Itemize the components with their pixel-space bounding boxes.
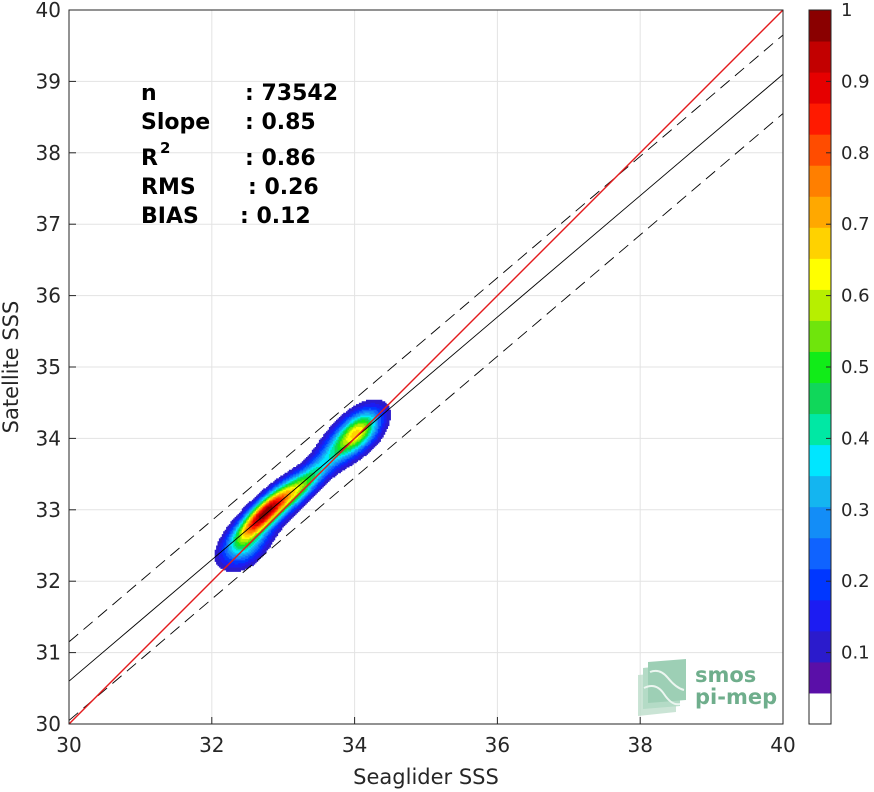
logo-line2: pi-mep [695, 685, 777, 709]
x-tick-label-3: 36 [485, 733, 510, 757]
y-tick-label-1: 31 [36, 641, 61, 665]
colorbar-tick-label-1: 0.2 [841, 571, 870, 592]
stat-r2-value: : 0.86 [245, 146, 316, 171]
density-band-20 [253, 501, 280, 527]
y-tick-label-9: 39 [36, 69, 61, 93]
colorbar-segment-6 [809, 506, 831, 539]
colorbar-segment-9 [809, 413, 831, 446]
colorbar-segment-19 [809, 103, 831, 135]
colorbar-tick-label-2: 0.3 [841, 500, 870, 521]
stat-n-label: n [141, 81, 157, 106]
colorbar-tick-label-0: 0.1 [841, 643, 870, 664]
y-tick-label-7: 37 [36, 212, 61, 236]
fit-lower-band-line [69, 113, 783, 721]
stat-rms-label: RMS [141, 175, 196, 200]
stat-bias-value: : 0.12 [240, 204, 311, 229]
colorbar-tick-label-9: 1 [841, 0, 852, 21]
colorbar-segment-21 [809, 41, 831, 73]
y-axis-ticks: 30 31 32 33 34 35 36 37 38 39 40 [36, 0, 76, 736]
stat-slope-value: : 0.85 [245, 110, 316, 135]
colorbar-segment-10 [809, 382, 831, 415]
colorbar-segment-2 [809, 630, 831, 663]
reference-lines [69, 10, 783, 724]
x-tick-label-0: 30 [56, 733, 81, 757]
stat-r2-sup: 2 [160, 139, 170, 157]
stat-rms-value: : 0.26 [248, 175, 319, 200]
stat-slope-label: Slope [141, 110, 210, 135]
density-band-14 [241, 427, 364, 539]
colorbar-segment-0 [809, 692, 831, 725]
colorbar-segment-13 [809, 289, 831, 321]
x-tick-label-4: 38 [627, 733, 652, 757]
colorbar-segment-8 [809, 444, 831, 477]
colorbar-segment-16 [809, 196, 831, 228]
x-tick-label-2: 34 [342, 733, 367, 757]
colorbar-segment-5 [809, 537, 831, 570]
y-tick-label-2: 32 [36, 569, 61, 593]
smos-pi-mep-logo: smos pi-mep [638, 659, 777, 716]
colorbar-segment-15 [809, 227, 831, 259]
colorbar-tick-label-3: 0.4 [841, 428, 870, 449]
x-tick-label-1: 32 [199, 733, 224, 757]
x-axis-ticks: 30 32 34 36 38 40 [56, 717, 796, 757]
y-tick-label-0: 30 [36, 712, 61, 736]
y-tick-label-4: 34 [36, 426, 61, 450]
x-tick-label-5: 40 [770, 733, 795, 757]
fit-line [69, 73, 783, 682]
colorbar-tick-label-6: 0.7 [841, 214, 870, 235]
density-band-12 [237, 422, 369, 545]
y-axis-label: Satellite SSS [0, 301, 23, 434]
y-tick-label-3: 33 [36, 498, 61, 522]
colorbar-segment-14 [809, 258, 831, 290]
logo-line1: smos [695, 663, 756, 687]
colorbar-segment-12 [809, 320, 831, 352]
grid [68, 9, 784, 725]
y-tick-label-6: 36 [36, 284, 61, 308]
density-band-10 [234, 418, 371, 549]
colorbar-tick-label-7: 0.8 [841, 143, 870, 164]
colorbar-tick-label-8: 0.9 [841, 71, 870, 92]
y-tick-label-8: 38 [36, 141, 61, 165]
colorbar-segment-4 [809, 568, 831, 601]
colorbar-tick-label-4: 0.5 [841, 357, 870, 378]
stats-box: n : 73542 Slope : 0.85 R 2 : 0.86 RMS : … [141, 81, 338, 229]
logo-graphic [638, 659, 686, 716]
colorbar-segment-3 [809, 599, 831, 632]
y-tick-label-10: 40 [36, 0, 61, 22]
identity-line [69, 10, 783, 724]
stat-n-value: : 73542 [245, 81, 338, 106]
stat-bias-label: BIAS [141, 204, 199, 229]
colorbar-segment-7 [809, 475, 831, 508]
colorbar [809, 10, 831, 725]
colorbar-segment-17 [809, 165, 831, 197]
colorbar-segment-18 [809, 134, 831, 166]
colorbar-segment-11 [809, 351, 831, 384]
colorbar-segment-20 [809, 72, 831, 104]
colorbar-tick-label-5: 0.6 [841, 286, 870, 307]
x-axis-label: Seaglider SSS [353, 765, 499, 789]
fit-upper-band-line [69, 34, 783, 643]
stat-r2-label: R [141, 146, 158, 171]
colorbar-ticks: 0.1 0.2 0.3 0.4 0.5 0.6 0.7 0.8 0.9 1 [826, 0, 870, 664]
colorbar-segment-1 [809, 661, 831, 694]
y-tick-label-5: 35 [36, 355, 61, 379]
colorbar-segment-22 [809, 10, 831, 42]
